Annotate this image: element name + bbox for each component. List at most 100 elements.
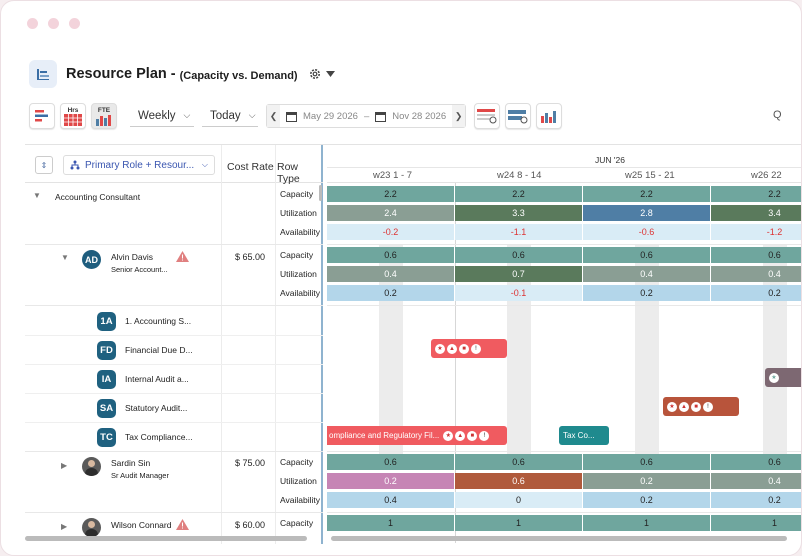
allocation-cell[interactable]: 0.6 <box>711 247 801 263</box>
collapse-caret-icon[interactable]: ▼ <box>33 191 41 200</box>
expand-toggle-button[interactable]: ⇕ <box>35 156 53 174</box>
project-name[interactable]: Tax Compliance... <box>125 432 193 442</box>
vertical-scrollbar[interactable] <box>319 185 322 201</box>
table-settings-button[interactable] <box>474 103 501 129</box>
allocation-cell[interactable]: 0.4 <box>711 266 801 282</box>
allocation-cell[interactable]: 0.4 <box>583 266 710 282</box>
allocation-cell[interactable]: -0.6 <box>583 224 710 240</box>
assignment-bar[interactable]: ★ <box>765 368 801 387</box>
allocation-cell[interactable]: 0.4 <box>711 473 801 489</box>
settings-menu[interactable] <box>308 67 335 81</box>
avatar-head <box>88 460 95 467</box>
allocation-cell[interactable]: 2.2 <box>327 186 454 202</box>
range-separator: – <box>363 110 370 122</box>
allocation-cell[interactable]: 0.6 <box>455 454 582 470</box>
start-date-field[interactable]: May 29 2026 <box>280 111 364 122</box>
allocation-cell[interactable]: 3.3 <box>455 205 582 221</box>
allocation-cell[interactable]: 3.4 <box>711 205 801 221</box>
period-select[interactable]: Weekly ⌵ <box>130 105 194 127</box>
row-divider <box>25 422 323 423</box>
resource-name[interactable]: Alvin Davis <box>111 252 154 262</box>
star-icon: ★ <box>443 430 454 441</box>
allocation-cell[interactable]: 2.2 <box>711 186 801 202</box>
timeline-header: JUN '26 w23 1 - 7 w24 8 - 14 w25 15 - 21… <box>327 145 801 183</box>
assignment-bar[interactable]: ompliance and Regulatory Fil... ★ ▲ ■! <box>327 426 507 445</box>
chevron-down-icon: ⌵ <box>201 160 208 169</box>
row-type-label: Capacity <box>280 250 314 260</box>
horizontal-scrollbar-right[interactable] <box>331 536 787 541</box>
allocation-cell[interactable]: 0.6 <box>583 247 710 263</box>
kpi-button[interactable] <box>536 103 563 129</box>
horizontal-scrollbar-left[interactable] <box>25 536 307 541</box>
assignment-bar[interactable]: Tax Co... <box>559 426 609 445</box>
search-icon[interactable]: Q <box>773 109 782 121</box>
allocation-cell[interactable]: 0.2 <box>327 285 454 301</box>
project-name[interactable]: Financial Due D... <box>125 345 193 355</box>
resource-name[interactable]: Sardin Sin <box>111 458 151 468</box>
group-by-select[interactable]: Primary Role + Resour... ⌵ <box>63 155 215 175</box>
allocation-cell[interactable]: 2.2 <box>583 186 710 202</box>
page-title: Resource Plan - <box>66 66 176 82</box>
resource-grid: ⇕ Primary Role + Resour... ⌵ Cost Rate R… <box>25 144 801 544</box>
allocation-cell[interactable]: 0.4 <box>327 266 454 282</box>
collapse-caret-icon[interactable]: ▼ <box>61 253 69 262</box>
row-divider <box>25 305 323 306</box>
allocation-cell[interactable]: 0.2 <box>327 473 454 489</box>
allocation-cell[interactable]: 0 <box>455 492 582 508</box>
window-controls <box>27 18 80 29</box>
allocation-cell[interactable]: 1 <box>583 515 710 531</box>
gantt-view-button[interactable] <box>29 103 55 129</box>
gear-icon <box>309 69 320 79</box>
expand-caret-icon[interactable]: ▶ <box>61 522 68 531</box>
allocation-cell[interactable]: 2.2 <box>455 186 582 202</box>
anchor-value: Today <box>210 109 241 122</box>
hours-view-button[interactable]: Hrs <box>60 103 86 129</box>
allocation-cell[interactable]: -0.1 <box>455 285 582 301</box>
minimize-dot[interactable] <box>48 18 59 29</box>
allocation-cell[interactable]: 2.8 <box>583 205 710 221</box>
column-header-row: ⇕ Primary Role + Resour... ⌵ Cost Rate R… <box>25 145 323 185</box>
maximize-dot[interactable] <box>69 18 80 29</box>
row-type-header[interactable]: Row Type <box>277 161 300 185</box>
allocation-cell[interactable]: -0.2 <box>327 224 454 240</box>
allocation-cell[interactable]: 0.2 <box>583 285 710 301</box>
chevron-down-icon: ⌵ <box>248 110 256 120</box>
assignment-bar[interactable]: ★ ▲ ■! <box>431 339 507 358</box>
allocation-cell[interactable]: 0.6 <box>711 454 801 470</box>
allocation-cell[interactable]: 1 <box>327 515 454 531</box>
resource-name[interactable]: Wilson Connard <box>111 520 172 530</box>
prev-range-button[interactable]: ❮ <box>267 105 280 127</box>
allocation-cell[interactable]: 0.2 <box>711 492 801 508</box>
close-dot[interactable] <box>27 18 38 29</box>
allocation-cell[interactable]: 1 <box>455 515 582 531</box>
allocation-cell[interactable]: 0.2 <box>711 285 801 301</box>
allocation-cell[interactable]: 0.4 <box>327 492 454 508</box>
expand-caret-icon[interactable]: ▶ <box>61 461 68 470</box>
star-icon: ★ <box>435 343 445 354</box>
allocation-cell[interactable]: 0.6 <box>455 247 582 263</box>
fte-view-button[interactable]: FTE <box>91 103 117 129</box>
allocation-cell[interactable]: 0.6 <box>327 454 454 470</box>
allocation-cell[interactable]: -1.2 <box>711 224 801 240</box>
grid-icon <box>64 113 82 126</box>
cost-rate-header[interactable]: Cost Rate <box>227 161 274 173</box>
allocation-cell[interactable]: 0.6 <box>583 454 710 470</box>
allocation-cell[interactable]: 2.4 <box>327 205 454 221</box>
row-divider <box>25 364 323 365</box>
role-name: Accounting Consultant <box>55 192 141 202</box>
anchor-select[interactable]: Today ⌵ <box>202 105 258 127</box>
allocation-cell[interactable]: 0.6 <box>327 247 454 263</box>
allocation-cell[interactable]: -1.1 <box>455 224 582 240</box>
allocation-cell[interactable]: 0.7 <box>455 266 582 282</box>
allocation-cell[interactable]: 0.2 <box>583 473 710 489</box>
project-name[interactable]: Internal Audit a... <box>125 374 189 384</box>
assignment-bar[interactable]: ★ ▲ ■! <box>663 397 739 416</box>
allocation-cell[interactable]: 0.6 <box>455 473 582 489</box>
next-range-button[interactable]: ❯ <box>452 105 466 127</box>
end-date-field[interactable]: Nov 28 2026 <box>369 111 452 122</box>
column-settings-button[interactable] <box>505 103 532 129</box>
project-name[interactable]: 1. Accounting S... <box>125 316 192 326</box>
project-name[interactable]: Statutory Audit... <box>125 403 188 413</box>
allocation-cell[interactable]: 1 <box>711 515 801 531</box>
allocation-cell[interactable]: 0.2 <box>583 492 710 508</box>
